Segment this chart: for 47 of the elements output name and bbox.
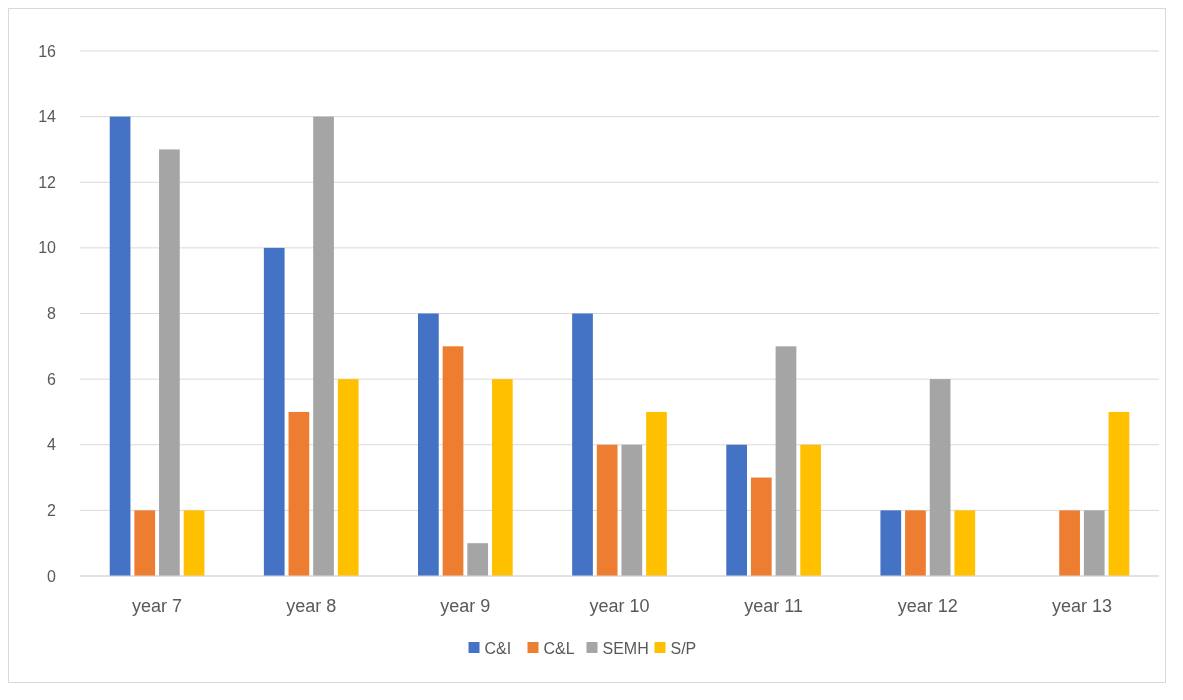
bar [109, 116, 131, 576]
y-tick-label: 14 [38, 108, 57, 126]
bar [929, 379, 951, 576]
bar [621, 444, 643, 576]
bar [775, 346, 797, 576]
bar [313, 116, 334, 576]
y-tick-label: 8 [47, 305, 57, 323]
y-tick-label: 4 [47, 436, 57, 454]
y-tick-label: 0 [47, 567, 57, 585]
bar [288, 411, 310, 576]
bar [880, 510, 902, 576]
bar [467, 543, 489, 576]
bar [263, 247, 285, 576]
bar [726, 444, 748, 576]
x-tick-label: year 9 [440, 596, 491, 616]
bar [134, 510, 156, 576]
bar [337, 379, 359, 576]
x-tick-label: year 8 [286, 596, 337, 616]
bar [491, 379, 513, 576]
bar [1108, 411, 1130, 576]
y-tick-label: 2 [47, 501, 57, 519]
bar [159, 149, 180, 576]
y-tick-label: 16 [38, 42, 57, 60]
bar [800, 444, 821, 576]
x-tick-label: year 7 [132, 596, 183, 616]
y-tick-label: 12 [38, 173, 57, 191]
y-tick-label: 10 [38, 239, 57, 257]
y-tick-label: 6 [47, 370, 57, 388]
legend-label: S/P [670, 639, 697, 657]
bar [954, 510, 976, 576]
bar [418, 313, 439, 576]
x-tick-label: year 12 [897, 596, 958, 616]
bar [905, 510, 926, 576]
legend-label: SEMH [602, 639, 649, 657]
bar [442, 346, 464, 576]
bar [750, 477, 772, 576]
bar [1083, 510, 1105, 576]
bar [572, 313, 593, 576]
bar [183, 510, 205, 576]
bar [646, 411, 667, 576]
x-tick-label: year 11 [744, 596, 803, 616]
bar [1059, 510, 1080, 576]
x-tick-label: year 13 [1051, 596, 1112, 616]
bar [596, 444, 618, 576]
legend-label: C&I [484, 639, 512, 657]
legend-label: C&L [543, 639, 575, 657]
x-tick-label: year 10 [589, 596, 650, 616]
